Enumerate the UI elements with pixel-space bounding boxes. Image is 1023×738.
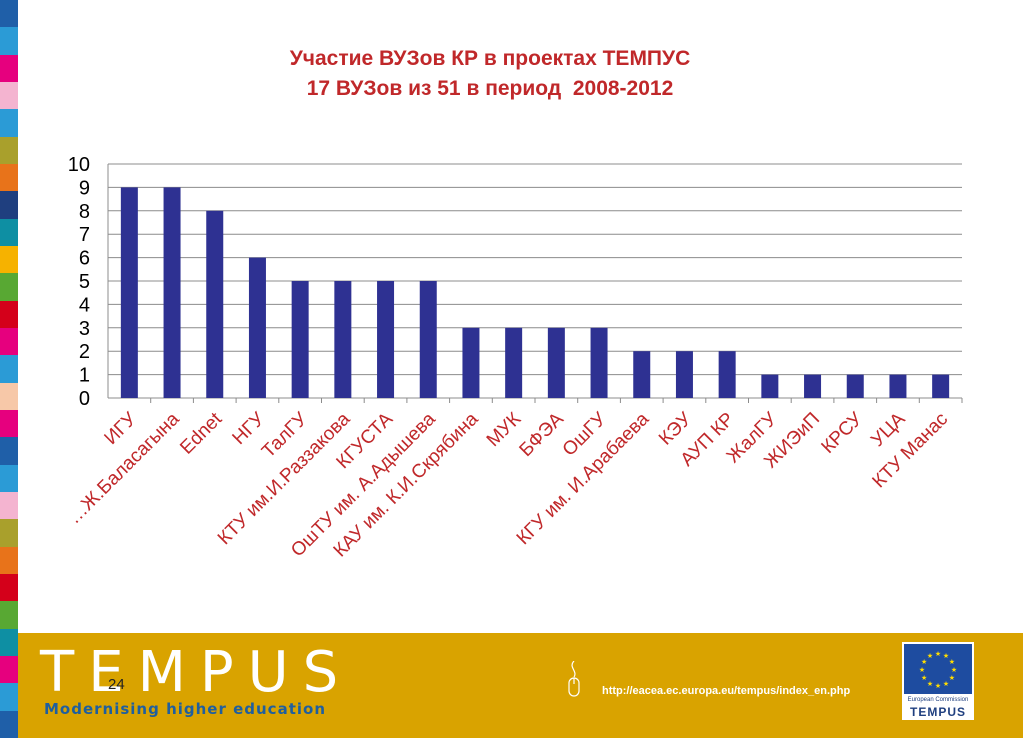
- bar: [590, 327, 608, 398]
- eu-brand: TEMPUS: [909, 705, 966, 719]
- stripe-segment: [0, 245, 18, 274]
- stripe-segment: [0, 683, 18, 711]
- stripe-segment: [0, 464, 18, 492]
- bar: [505, 327, 523, 398]
- bar: [547, 327, 565, 398]
- bar: [846, 374, 864, 398]
- stripe-segment: [0, 710, 18, 738]
- bar: [206, 210, 224, 398]
- eu-tempus-logo: ★ ★ ★ ★ ★ ★ ★ ★ ★ ★ ★ ★ European Commission TEMPUS: [902, 642, 974, 720]
- stripe-segment: [0, 519, 18, 547]
- y-tick-label: 2: [79, 341, 90, 363]
- eu-star-icon: ★: [921, 674, 927, 682]
- stripe-segment: [0, 218, 18, 246]
- bar: [675, 351, 693, 398]
- stripe-segment: [0, 601, 18, 629]
- footer-url-link[interactable]: http://eacea.ec.europa.eu/tempus/index_e…: [602, 685, 851, 697]
- stripe-segment: [0, 355, 18, 383]
- slide-number: 24: [108, 676, 125, 693]
- x-tick-label: Ednet: [176, 408, 226, 458]
- y-tick-label: 3: [79, 318, 90, 340]
- bar: [889, 374, 907, 398]
- eu-star-icon: ★: [927, 652, 933, 660]
- y-tick-label: 0: [79, 388, 90, 410]
- bar: [761, 374, 779, 398]
- stripe-segment: [0, 300, 18, 328]
- y-tick-label: 8: [79, 201, 90, 223]
- tempus-tagline: Modernising higher education: [44, 700, 326, 718]
- stripe-segment: [0, 573, 18, 602]
- eu-star-icon: ★: [951, 666, 957, 674]
- stripe-segment: [0, 382, 18, 410]
- stripe-segment: [0, 273, 18, 301]
- eu-star-icon: ★: [927, 680, 933, 688]
- stripe-segment: [0, 409, 18, 438]
- chart-title: Участие ВУЗов КР в проектах ТЕМПУС 17 ВУ…: [150, 44, 830, 104]
- x-tick-label: КРСУ: [818, 408, 868, 458]
- y-tick-label: 6: [79, 248, 90, 270]
- eu-star-icon: ★: [943, 680, 949, 688]
- chart-title-line-1: Участие ВУЗов КР в проектах ТЕМПУС: [289, 47, 691, 70]
- decorative-color-stripe: [0, 0, 18, 738]
- stripe-segment: [0, 655, 18, 684]
- bar: [120, 187, 138, 398]
- bar: [163, 187, 181, 398]
- eu-stars-icon: ★★★★★★★★★ ★ ★★: [919, 650, 957, 690]
- eu-star-icon: ★: [949, 674, 955, 682]
- eu-star-icon: ★: [949, 658, 955, 666]
- stripe-segment: [0, 628, 18, 656]
- stripe-segment: [0, 191, 18, 219]
- eu-star-icon: ★: [921, 658, 927, 666]
- chart-title-line-2: 17 ВУЗов из 51 в период 2008-2012: [306, 77, 674, 100]
- stripe-segment: [0, 136, 18, 164]
- bar: [334, 281, 352, 398]
- bar: [248, 257, 266, 398]
- y-tick-label: 5: [79, 271, 90, 293]
- stripe-segment: [0, 491, 18, 520]
- mouse-icon: [568, 661, 580, 697]
- y-tick-label: 7: [79, 224, 90, 246]
- bar: [718, 351, 736, 398]
- x-tick-label: БФЭА: [516, 408, 569, 461]
- y-tick-label: 1: [79, 365, 90, 387]
- bar: [462, 327, 480, 398]
- tempus-logo-text: TEMPUS: [40, 640, 353, 705]
- y-tick-label: 10: [68, 154, 90, 176]
- eu-star-icon: ★: [935, 682, 941, 690]
- eu-star-icon: ★: [919, 666, 925, 674]
- stripe-segment: [0, 163, 18, 192]
- stripe-segment: [0, 0, 18, 28]
- bar: [377, 281, 395, 398]
- footer-banner: TEMPUS Modernising higher education 24 h…: [18, 633, 1023, 738]
- stripe-segment: [0, 437, 18, 465]
- stripe-segment: [0, 327, 18, 356]
- eu-caption: European Commission: [907, 697, 969, 703]
- eu-star-icon: ★: [935, 650, 941, 658]
- y-tick-label: 4: [79, 294, 90, 316]
- stripe-segment: [0, 54, 18, 82]
- bar: [804, 374, 822, 398]
- bar: [932, 374, 950, 398]
- stripe-segment: [0, 109, 18, 137]
- y-tick-label: 9: [79, 177, 90, 199]
- bar: [419, 281, 437, 398]
- stripe-segment: [0, 27, 18, 55]
- eu-flag-icon: ★ ★ ★ ★ ★ ★ ★ ★ ★ ★ ★ ★: [904, 644, 972, 694]
- stripe-segment: [0, 81, 18, 110]
- bar: [291, 281, 309, 398]
- eu-star-icon: ★: [943, 652, 949, 660]
- bar: [633, 351, 651, 398]
- stripe-segment: [0, 546, 18, 574]
